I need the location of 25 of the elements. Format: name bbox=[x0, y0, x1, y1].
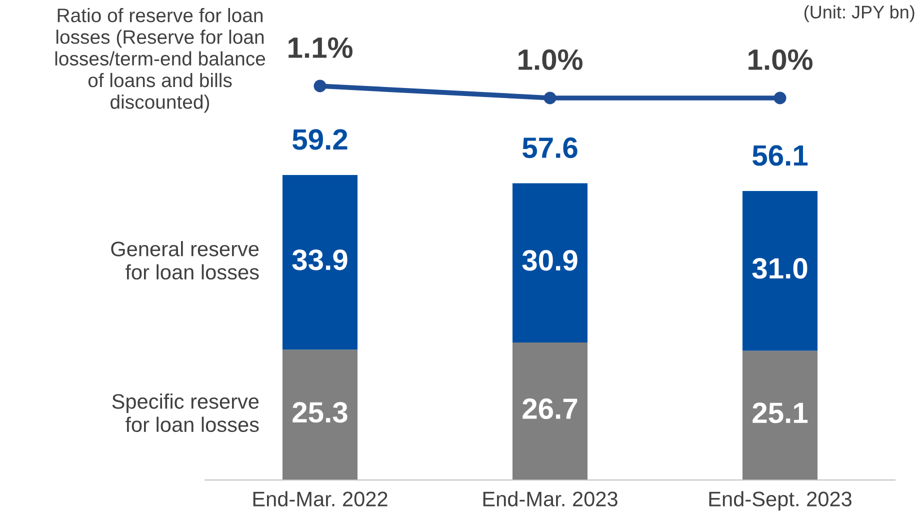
bar bbox=[512, 183, 588, 342]
data-label: 33.9 bbox=[292, 250, 348, 270]
data-label: 1.1% bbox=[288, 37, 352, 58]
bar bbox=[742, 350, 818, 480]
data-label: 1.0% bbox=[518, 49, 582, 70]
data-label: 26.7 bbox=[522, 398, 578, 420]
bar bbox=[282, 350, 358, 480]
data-label: 25.1 bbox=[752, 402, 808, 424]
x-tick-label: End-Mar. 2022 bbox=[253, 491, 388, 506]
data-label: 1.0% bbox=[748, 49, 812, 70]
x-tick-label: End-Mar. 2023 bbox=[483, 491, 618, 506]
data-label: 30.9 bbox=[522, 250, 578, 271]
x-tick-label: End-Sept. 2023 bbox=[709, 491, 852, 511]
text: (Unit: JPY bn) bbox=[804, 5, 914, 22]
total-label: 59.2 bbox=[292, 129, 348, 150]
total-label: 57.6 bbox=[522, 137, 578, 158]
data-label: 31.0 bbox=[752, 258, 808, 279]
total-label: 56.1 bbox=[752, 145, 808, 166]
data-label: 25.3 bbox=[292, 402, 348, 423]
bar bbox=[512, 342, 588, 480]
text: Ratio of reserve for loan losses (Reserve for loan losses/term-end balance of loans and bills discounted) bbox=[55, 8, 266, 113]
bar bbox=[742, 191, 818, 351]
bar bbox=[282, 175, 358, 350]
series-label: General reserve for loan losses bbox=[111, 241, 259, 280]
series-label: Specific reserve for loan losses bbox=[112, 394, 259, 432]
